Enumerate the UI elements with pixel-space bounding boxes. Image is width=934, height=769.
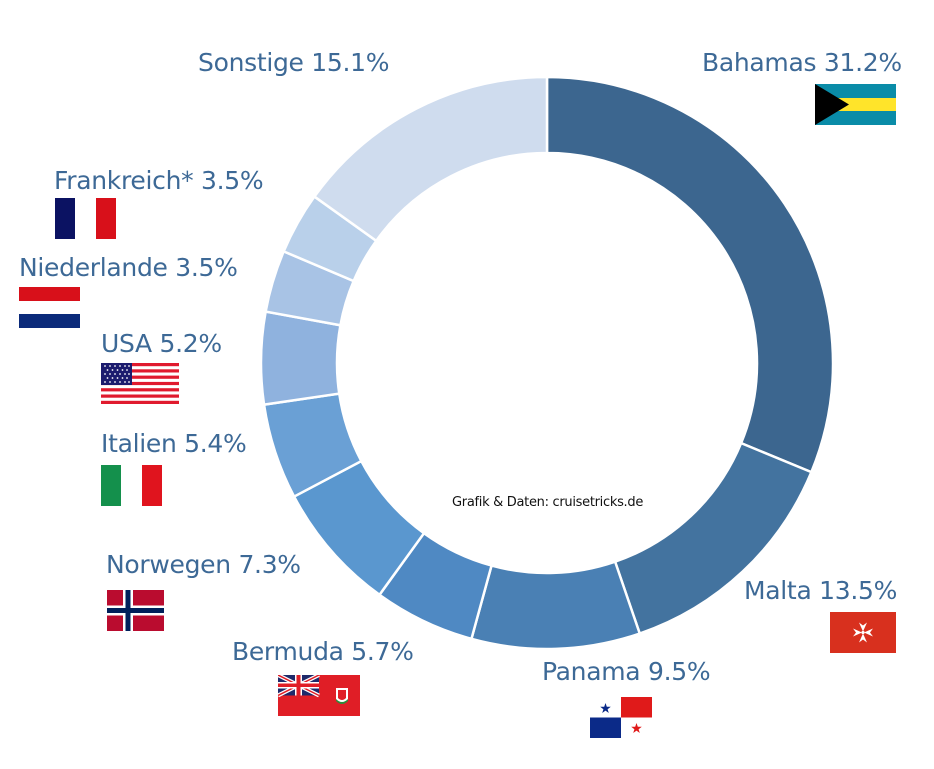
italy-flag-icon xyxy=(101,465,162,506)
usa-flag-icon xyxy=(101,363,179,404)
bermuda-flag-icon xyxy=(278,675,360,716)
label-bermuda: Bermuda 5.7% xyxy=(232,637,414,666)
donut-segment-panama xyxy=(469,560,642,651)
label-panama: Panama 9.5% xyxy=(542,657,711,686)
bahamas-flag-icon xyxy=(815,84,896,125)
label-bahamas: Bahamas 31.2% xyxy=(702,48,902,77)
label-niederlande: Niederlande 3.5% xyxy=(19,253,238,282)
label-usa: USA 5.2% xyxy=(101,329,222,358)
netherlands-flag-icon xyxy=(19,287,80,328)
france-flag-icon xyxy=(55,198,116,239)
credit-text: Grafik & Daten: cruisetricks.de xyxy=(452,495,644,510)
label-frankreich: Frankreich* 3.5% xyxy=(54,166,264,195)
label-sonstige: Sonstige 15.1% xyxy=(198,48,390,77)
label-italien: Italien 5.4% xyxy=(101,429,247,458)
malta-flag-icon xyxy=(830,612,896,653)
panama-flag-icon xyxy=(590,697,652,738)
label-norwegen: Norwegen 7.3% xyxy=(106,550,301,579)
norway-flag-icon xyxy=(107,590,164,631)
donut-segment-usa xyxy=(259,310,342,407)
label-malta: Malta 13.5% xyxy=(744,576,898,605)
donut-segment-bahamas xyxy=(545,75,835,474)
donut-segment-sonstige xyxy=(312,75,549,243)
